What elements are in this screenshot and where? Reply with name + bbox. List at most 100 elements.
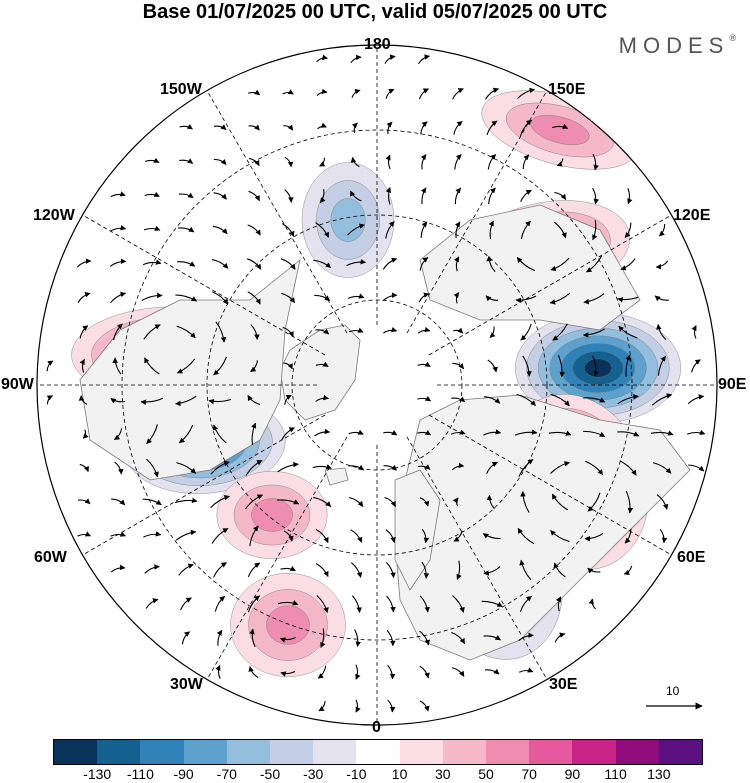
wind-arrow: [453, 327, 464, 334]
wind-arrow: [420, 187, 427, 205]
anomaly-contour: [266, 605, 310, 645]
wind-arrow: [211, 291, 229, 305]
wind-arrow: [315, 563, 329, 578]
wind-arrow: [617, 296, 639, 303]
wind-arrow: [588, 598, 596, 610]
lon-label-120w: 120W: [33, 207, 75, 224]
wind-arrow: [520, 490, 530, 513]
wind-arrow: [592, 355, 599, 377]
wind-arrow: [112, 357, 122, 375]
wind-arrow: [177, 261, 196, 267]
wind-arrow: [418, 88, 430, 100]
wind-arrow: [419, 257, 429, 271]
wind-arrow: [553, 562, 566, 578]
wind-arrow: [249, 525, 259, 547]
anomaly-contour: [251, 498, 293, 532]
wind-arrow: [213, 356, 227, 376]
wind-arrow: [318, 701, 326, 712]
wind-arrow: [386, 595, 396, 613]
meridian-line: [206, 436, 348, 680]
wind-arrow: [315, 394, 329, 402]
wind-arrow: [114, 461, 124, 475]
wind-arrow: [582, 328, 605, 338]
lon-label-150w: 150W: [160, 81, 202, 98]
wind-arrow: [487, 359, 498, 373]
colorbar-tick-label: -30: [303, 766, 324, 782]
wind-arrow: [420, 121, 428, 135]
wind-arrow: [550, 393, 570, 407]
wind-arrow: [451, 667, 465, 677]
wind-arrow: [350, 562, 363, 578]
wind-arrow: [419, 595, 430, 613]
colorbar-swatch: [226, 740, 271, 764]
wind-arrow: [623, 565, 633, 576]
wind-arrow: [110, 191, 126, 198]
wind-arrow: [179, 123, 193, 130]
wind-arrow: [518, 459, 534, 477]
wind-arrow: [250, 360, 258, 373]
wind-arrow: [110, 291, 127, 304]
wind-arrow: [625, 354, 631, 377]
wind-arrow: [486, 255, 496, 273]
lon-label-30e: 30E: [549, 676, 578, 693]
wind-arrow: [453, 292, 460, 304]
wind-arrow: [519, 595, 533, 612]
wind-arrow: [486, 494, 495, 510]
wind-arrow: [485, 87, 500, 100]
wind-arrow: [280, 258, 296, 270]
colorbar-tick-label: -110: [126, 766, 154, 782]
wind-arrow: [178, 192, 194, 199]
wind-arrow: [250, 324, 260, 340]
wind-arrow: [248, 89, 261, 96]
wind-arrow: [659, 528, 668, 544]
wind-arrow: [550, 461, 571, 474]
lon-label-30w: 30W: [170, 676, 203, 693]
wind-arrow: [284, 394, 292, 405]
wind-arrow: [452, 595, 465, 613]
wind-arrow: [178, 424, 194, 444]
wind-arrow: [515, 295, 537, 304]
wind-arrow: [281, 427, 295, 441]
wind-arrow: [79, 463, 90, 473]
wind-vectors: [46, 54, 706, 713]
wind-arrow: [350, 156, 360, 168]
wind-arrow: [551, 493, 568, 511]
wind-arrow: [456, 560, 462, 580]
wind-arrow: [312, 464, 332, 470]
wind-arrow: [248, 665, 259, 678]
wind-arrow: [314, 294, 331, 301]
wind-arrow: [283, 124, 294, 131]
wind-arrow: [419, 700, 430, 712]
wind-arrow: [592, 153, 599, 171]
colorbar-tick-label: -50: [259, 766, 281, 782]
wind-arrow: [417, 464, 431, 470]
colorbar-swatch: [615, 740, 659, 764]
wind-arrow: [617, 393, 639, 405]
wind-arrow: [419, 497, 430, 507]
wind-arrow: [210, 460, 230, 475]
wind-arrow: [592, 187, 600, 205]
colorbar-swatch: [658, 740, 703, 764]
wind-arrow: [316, 54, 328, 63]
wind-arrow: [625, 490, 634, 514]
wind-arrow: [211, 259, 229, 269]
wind-arrow: [657, 355, 667, 376]
wind-arrow: [215, 664, 221, 679]
wind-arrow: [658, 223, 666, 237]
wind-arrow: [109, 258, 127, 267]
wind-arrow: [587, 492, 601, 512]
wind-arrow: [383, 430, 398, 436]
wind-arrow: [454, 256, 460, 272]
vector-scale-reference: 10: [640, 684, 710, 714]
wind-arrow: [350, 54, 362, 64]
wind-arrow: [652, 462, 672, 474]
wind-arrow: [113, 428, 123, 441]
colorbar-tick-label: -130: [83, 766, 112, 782]
scandinavia-outline: [394, 469, 441, 591]
wind-arrow: [284, 156, 294, 168]
wind-arrow: [453, 120, 463, 135]
wind-arrow: [348, 496, 364, 507]
colorbar-tick-label: -10: [346, 766, 367, 782]
map-boundary: [36, 44, 718, 726]
wind-arrow: [514, 429, 538, 436]
